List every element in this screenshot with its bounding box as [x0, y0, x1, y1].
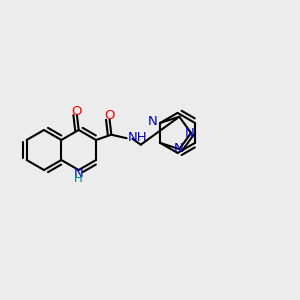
Text: H: H	[74, 172, 83, 185]
Text: N: N	[148, 115, 158, 128]
Text: N: N	[174, 142, 184, 155]
Text: N: N	[185, 127, 195, 140]
Text: O: O	[104, 109, 115, 122]
Text: NH: NH	[128, 130, 148, 143]
Text: O: O	[72, 105, 82, 118]
Text: N: N	[74, 167, 84, 180]
